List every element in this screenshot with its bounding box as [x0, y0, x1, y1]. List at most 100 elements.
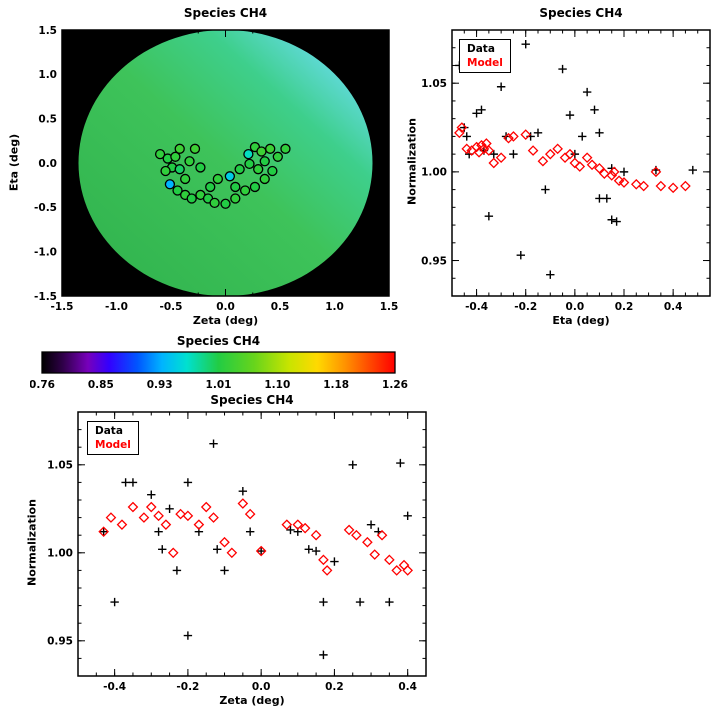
plus-marker: [319, 597, 328, 607]
x-tick-label: -0.4: [465, 301, 488, 313]
plus-marker: [110, 597, 119, 607]
diamond-marker: [175, 508, 186, 520]
colorbar-canvas: 0.76 0.85 0.93 1.01 1.10 1.18 1.26: [30, 351, 408, 391]
diamond-marker: [219, 536, 230, 548]
map-point: [272, 151, 283, 162]
plus-marker: [590, 105, 599, 114]
map-point: [174, 143, 185, 154]
x-tick-label: 0.0: [252, 681, 271, 693]
diamond-marker: [503, 132, 514, 144]
x-tick-label: -0.5: [160, 301, 183, 313]
plus-marker: [578, 132, 587, 141]
plus-marker: [533, 128, 543, 138]
colorbar-tick-label: 0.93: [147, 379, 173, 391]
map-point: [267, 165, 278, 177]
eta-scatter-canvas: -0.4 -0.2 0.0 0.2 0.4 0.95 1.00 1.05: [421, 29, 711, 313]
map-point: [239, 185, 251, 196]
map-point: [256, 146, 267, 157]
plus-marker: [121, 478, 130, 487]
eta-scatter-xlabel: Eta (deg): [552, 314, 610, 327]
zeta-scatter-canvas: -0.4 -0.2 0.0 0.2 0.4 0.95 1.00 1.05: [47, 411, 427, 693]
plus-marker: [403, 511, 412, 521]
plus-marker: [521, 39, 530, 49]
plus-marker: [154, 527, 163, 536]
zeta-scatter-title: Species CH4: [210, 393, 294, 407]
diamond-marker: [667, 182, 679, 194]
y-tick-label: 1.5: [38, 25, 57, 37]
plus-marker: [348, 460, 357, 469]
plus-marker: [602, 194, 611, 203]
plus-marker: [366, 520, 376, 529]
diamond-marker: [244, 508, 256, 520]
diamond-marker: [680, 180, 691, 192]
y-tick-label: -0.5: [34, 202, 57, 214]
map-point: [253, 164, 264, 175]
map-point: [184, 156, 195, 167]
diamond-marker: [508, 131, 519, 142]
diamond-marker: [569, 157, 581, 169]
map-point: [259, 156, 270, 167]
map-point: [209, 197, 220, 209]
plus-marker: [128, 478, 138, 487]
plus-marker: [489, 149, 498, 159]
y-tick-label: 0.0: [38, 158, 57, 170]
diamond-marker: [160, 519, 172, 530]
plus-marker: [595, 128, 604, 138]
diamond-marker: [208, 512, 219, 523]
plus-marker: [256, 546, 266, 556]
x-tick-label: 0.0: [566, 301, 585, 313]
colorbar-tick-label: 0.85: [88, 379, 114, 391]
diamond-marker: [138, 512, 150, 523]
plus-marker: [165, 504, 174, 513]
map-point: [205, 181, 216, 193]
plus-marker: [565, 110, 575, 120]
colorbar-tick-label: 1.18: [323, 379, 349, 391]
diamond-marker: [384, 554, 395, 566]
diamond-marker: [153, 510, 164, 522]
colorbar-gradient: [41, 351, 396, 374]
plus-marker: [311, 546, 321, 556]
y-tick-label: 0.95: [421, 255, 447, 267]
map-point: [195, 162, 206, 173]
diamond-marker: [606, 170, 618, 181]
plus-marker: [396, 458, 405, 468]
map-point: [230, 181, 241, 193]
diamond-marker: [537, 155, 549, 167]
diamond-marker: [559, 152, 571, 163]
plus-marker: [238, 487, 248, 496]
map-point: [220, 198, 231, 209]
diamond-marker: [200, 501, 212, 513]
map-point: [154, 148, 166, 160]
plus-marker: [330, 557, 339, 566]
plus-marker: [582, 87, 592, 97]
legend-data-label: Data: [95, 425, 123, 437]
plus-marker: [607, 215, 616, 224]
colorbar-tick-label: 1.10: [264, 379, 290, 391]
diamond-marker: [310, 529, 322, 541]
plus-marker: [477, 105, 486, 114]
diamond-marker: [495, 152, 507, 163]
colorbar-tick-label: 1.01: [206, 379, 232, 391]
diamond-marker: [655, 180, 667, 192]
diamond-marker: [638, 180, 649, 192]
diamond-marker: [255, 545, 267, 557]
x-tick-label: -0.4: [103, 681, 126, 693]
x-tick-label: 0.2: [325, 681, 344, 693]
x-tick-label: 0.5: [271, 301, 290, 313]
diamond-marker: [581, 152, 593, 163]
plus-marker: [541, 185, 550, 194]
y-tick-label: 1.05: [47, 460, 73, 472]
plus-marker: [546, 270, 555, 279]
diamond-marker: [237, 498, 249, 509]
diamond-marker: [226, 547, 238, 559]
plus-marker: [183, 478, 193, 487]
plus-marker: [516, 251, 525, 260]
diamond-marker: [398, 559, 410, 571]
map-xlabel: Zeta (deg): [192, 314, 259, 327]
map-point: [234, 164, 245, 175]
diamond-marker: [618, 177, 630, 188]
map-point: [160, 165, 171, 177]
diamond-marker: [351, 529, 362, 541]
plus-marker: [612, 217, 621, 226]
diamond-marker: [167, 547, 179, 559]
